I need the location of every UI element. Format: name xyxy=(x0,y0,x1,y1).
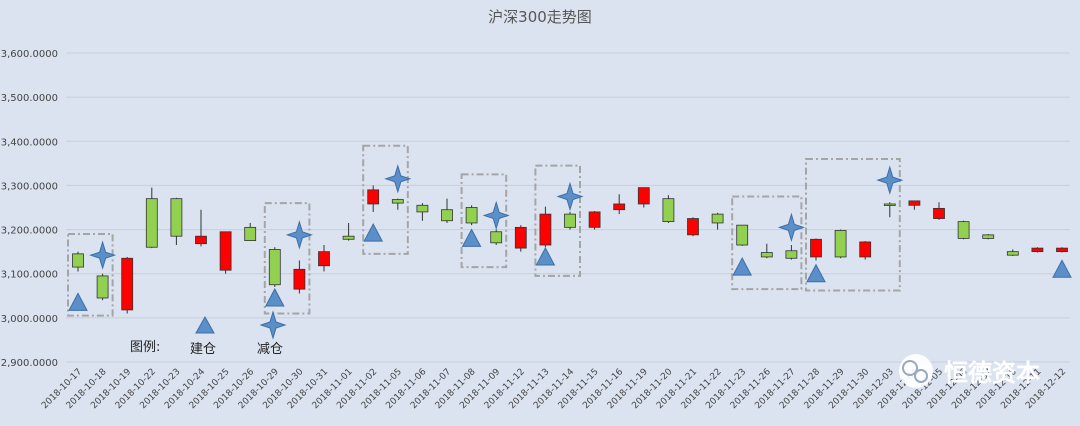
candles xyxy=(72,185,1068,314)
candle-body xyxy=(72,253,84,268)
watermark-text: 恒德资本 xyxy=(944,359,1040,387)
buy-marker xyxy=(806,263,826,283)
sell-marker xyxy=(285,220,313,250)
highlight-boxes xyxy=(67,144,901,317)
candle-body xyxy=(908,200,921,206)
candle-body xyxy=(834,230,847,258)
y-tick-label: 3,100.0000 xyxy=(1,270,58,281)
trade-markers xyxy=(68,164,1072,311)
candle-body xyxy=(342,235,355,240)
candle-body xyxy=(785,250,798,259)
sell-marker xyxy=(556,181,584,212)
candle-body xyxy=(810,238,822,258)
candle-body xyxy=(1031,247,1044,253)
candle-body xyxy=(195,235,207,245)
candle-body xyxy=(982,234,995,239)
buy-marker xyxy=(68,292,88,311)
watermark: 恒德资本 xyxy=(899,354,1040,388)
buy-marker xyxy=(1052,259,1072,278)
buy-marker xyxy=(363,223,384,242)
candle-body xyxy=(465,207,478,224)
y-tick-label: 3,000.0000 xyxy=(1,314,58,325)
chart-title: 沪深300走势图 xyxy=(488,8,592,26)
candle-body xyxy=(637,187,650,205)
candle-body xyxy=(293,268,306,290)
candle-body xyxy=(121,257,134,311)
y-tick-label: 3,400.0000 xyxy=(1,137,58,148)
y-tick-label: 3,600.0000 xyxy=(1,49,58,60)
legend-label: 图例: xyxy=(130,340,160,355)
highlight-box xyxy=(731,195,803,291)
candle-body xyxy=(416,204,429,213)
legend-sell-text: 减仓 xyxy=(257,342,283,357)
legend-buy-icon xyxy=(195,315,215,334)
candle-body xyxy=(219,231,232,271)
highlight-box xyxy=(460,173,508,269)
y-tick-label: 3,200.0000 xyxy=(1,226,58,237)
candle-body xyxy=(662,198,675,223)
highlight-box xyxy=(67,232,114,317)
buy-marker xyxy=(264,287,285,307)
y-axis: 2,900.0000 3,000.0000 3,100.0000 3,200.0000… xyxy=(1,49,58,369)
candle-body xyxy=(170,198,183,237)
candle-body xyxy=(588,211,601,228)
buy-marker xyxy=(732,257,753,276)
y-tick-label: 2,900.0000 xyxy=(1,358,58,369)
candle-body xyxy=(883,203,896,206)
sell-marker xyxy=(89,240,117,270)
candle-body xyxy=(490,231,503,244)
sell-marker xyxy=(777,212,805,243)
sell-marker xyxy=(384,164,412,194)
buy-marker xyxy=(535,246,556,266)
legend-sell-icon xyxy=(259,310,287,340)
y-tick-label: 3,500.0000 xyxy=(1,93,58,104)
sell-marker xyxy=(876,165,904,195)
candle-body xyxy=(318,251,330,267)
y-tick-label: 3,300.0000 xyxy=(1,181,58,192)
candle-body xyxy=(96,275,109,299)
candle-body xyxy=(1056,247,1068,253)
candle-body xyxy=(957,221,970,239)
candle-body xyxy=(441,209,453,222)
legend-buy-text: 建仓 xyxy=(190,342,216,357)
candle-body xyxy=(564,213,576,228)
highlight-box xyxy=(362,144,409,255)
gridlines xyxy=(66,52,1070,363)
buy-marker xyxy=(461,228,482,247)
candle-body xyxy=(711,213,724,224)
candle-body xyxy=(244,226,257,242)
sell-marker xyxy=(482,200,510,231)
candle-body xyxy=(268,249,281,286)
candle-body xyxy=(145,198,158,248)
candle-body xyxy=(367,189,380,205)
candle-body xyxy=(859,241,872,258)
candle-body xyxy=(687,218,699,236)
legend: 图例: 建仓 减仓 xyxy=(130,310,287,357)
candle-body xyxy=(760,252,773,258)
candle-body xyxy=(514,226,527,249)
candle-body xyxy=(1006,251,1019,256)
candle-body xyxy=(736,224,749,246)
highlight-box xyxy=(805,157,901,292)
candle-body xyxy=(613,203,626,211)
candle-body xyxy=(933,207,945,219)
candle-body xyxy=(391,199,404,204)
candle-body xyxy=(539,213,552,246)
